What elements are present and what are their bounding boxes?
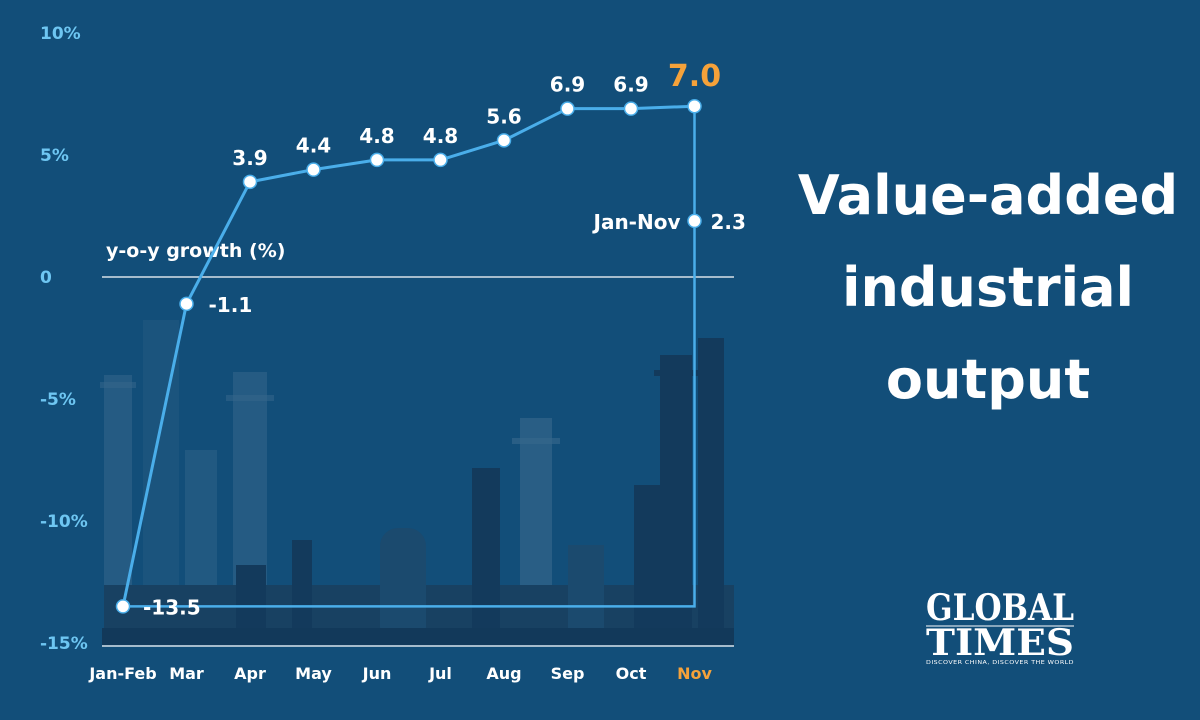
data-label: 7.0 <box>668 59 721 94</box>
y-axis-label: y-o-y growth (%) <box>106 240 285 262</box>
data-point <box>115 599 131 614</box>
x-tick-label: Oct <box>616 664 647 683</box>
industrial-skyline-background <box>100 320 734 645</box>
data-point <box>623 101 639 116</box>
y-tick-label: 5% <box>40 146 69 166</box>
data-label: 6.9 <box>613 73 648 97</box>
data-label: 4.8 <box>359 124 394 148</box>
series-line <box>121 104 695 607</box>
x-tick-label: May <box>295 664 332 683</box>
data-label: 5.6 <box>486 104 521 128</box>
data-label: 6.9 <box>550 73 585 97</box>
x-tick-label: Sep <box>551 664 585 683</box>
data-point <box>560 101 575 116</box>
chart-title-line: output <box>886 348 1090 411</box>
cumulative-value-label: 2.3 <box>711 210 746 234</box>
y-tick-label: -5% <box>40 390 76 410</box>
data-point <box>179 296 194 312</box>
y-tick-label: 10% <box>40 24 81 44</box>
data-point <box>306 162 321 177</box>
y-tick-label: -15% <box>40 634 88 654</box>
logo-line-1: GLOBAL <box>926 587 1074 629</box>
x-tick-label: Jul <box>428 664 452 683</box>
data-point <box>687 98 702 114</box>
x-tick-label: Jun <box>362 664 392 683</box>
y-tick-label: 0 <box>40 268 52 288</box>
cumulative-data-point <box>687 213 702 229</box>
data-label: -1.1 <box>209 293 253 317</box>
data-point <box>242 174 258 190</box>
x-tick-label: Mar <box>169 664 204 683</box>
data-label: 4.4 <box>296 134 331 158</box>
x-tick-label: Apr <box>234 664 266 683</box>
data-point <box>496 133 512 148</box>
data-point <box>433 152 448 168</box>
x-tick-label: Nov <box>677 664 712 683</box>
data-label: 4.8 <box>423 124 458 148</box>
data-point <box>369 152 385 168</box>
logo-tagline: DISCOVER CHINA, DISCOVER THE WORLD <box>926 660 1074 666</box>
x-tick-label: Aug <box>486 664 521 683</box>
chart-title-line: industrial <box>842 256 1134 319</box>
chart-title-line: Value-added <box>798 164 1178 227</box>
logo-line-2: TIMES <box>926 622 1074 664</box>
x-tick-label: Jan-Feb <box>88 664 156 683</box>
data-label: 3.9 <box>232 146 267 170</box>
y-tick-label: -10% <box>40 512 88 532</box>
data-label: -13.5 <box>143 595 201 619</box>
cumulative-period-label: Jan-Nov <box>592 210 681 234</box>
cumulative-annotation-line <box>123 106 696 608</box>
